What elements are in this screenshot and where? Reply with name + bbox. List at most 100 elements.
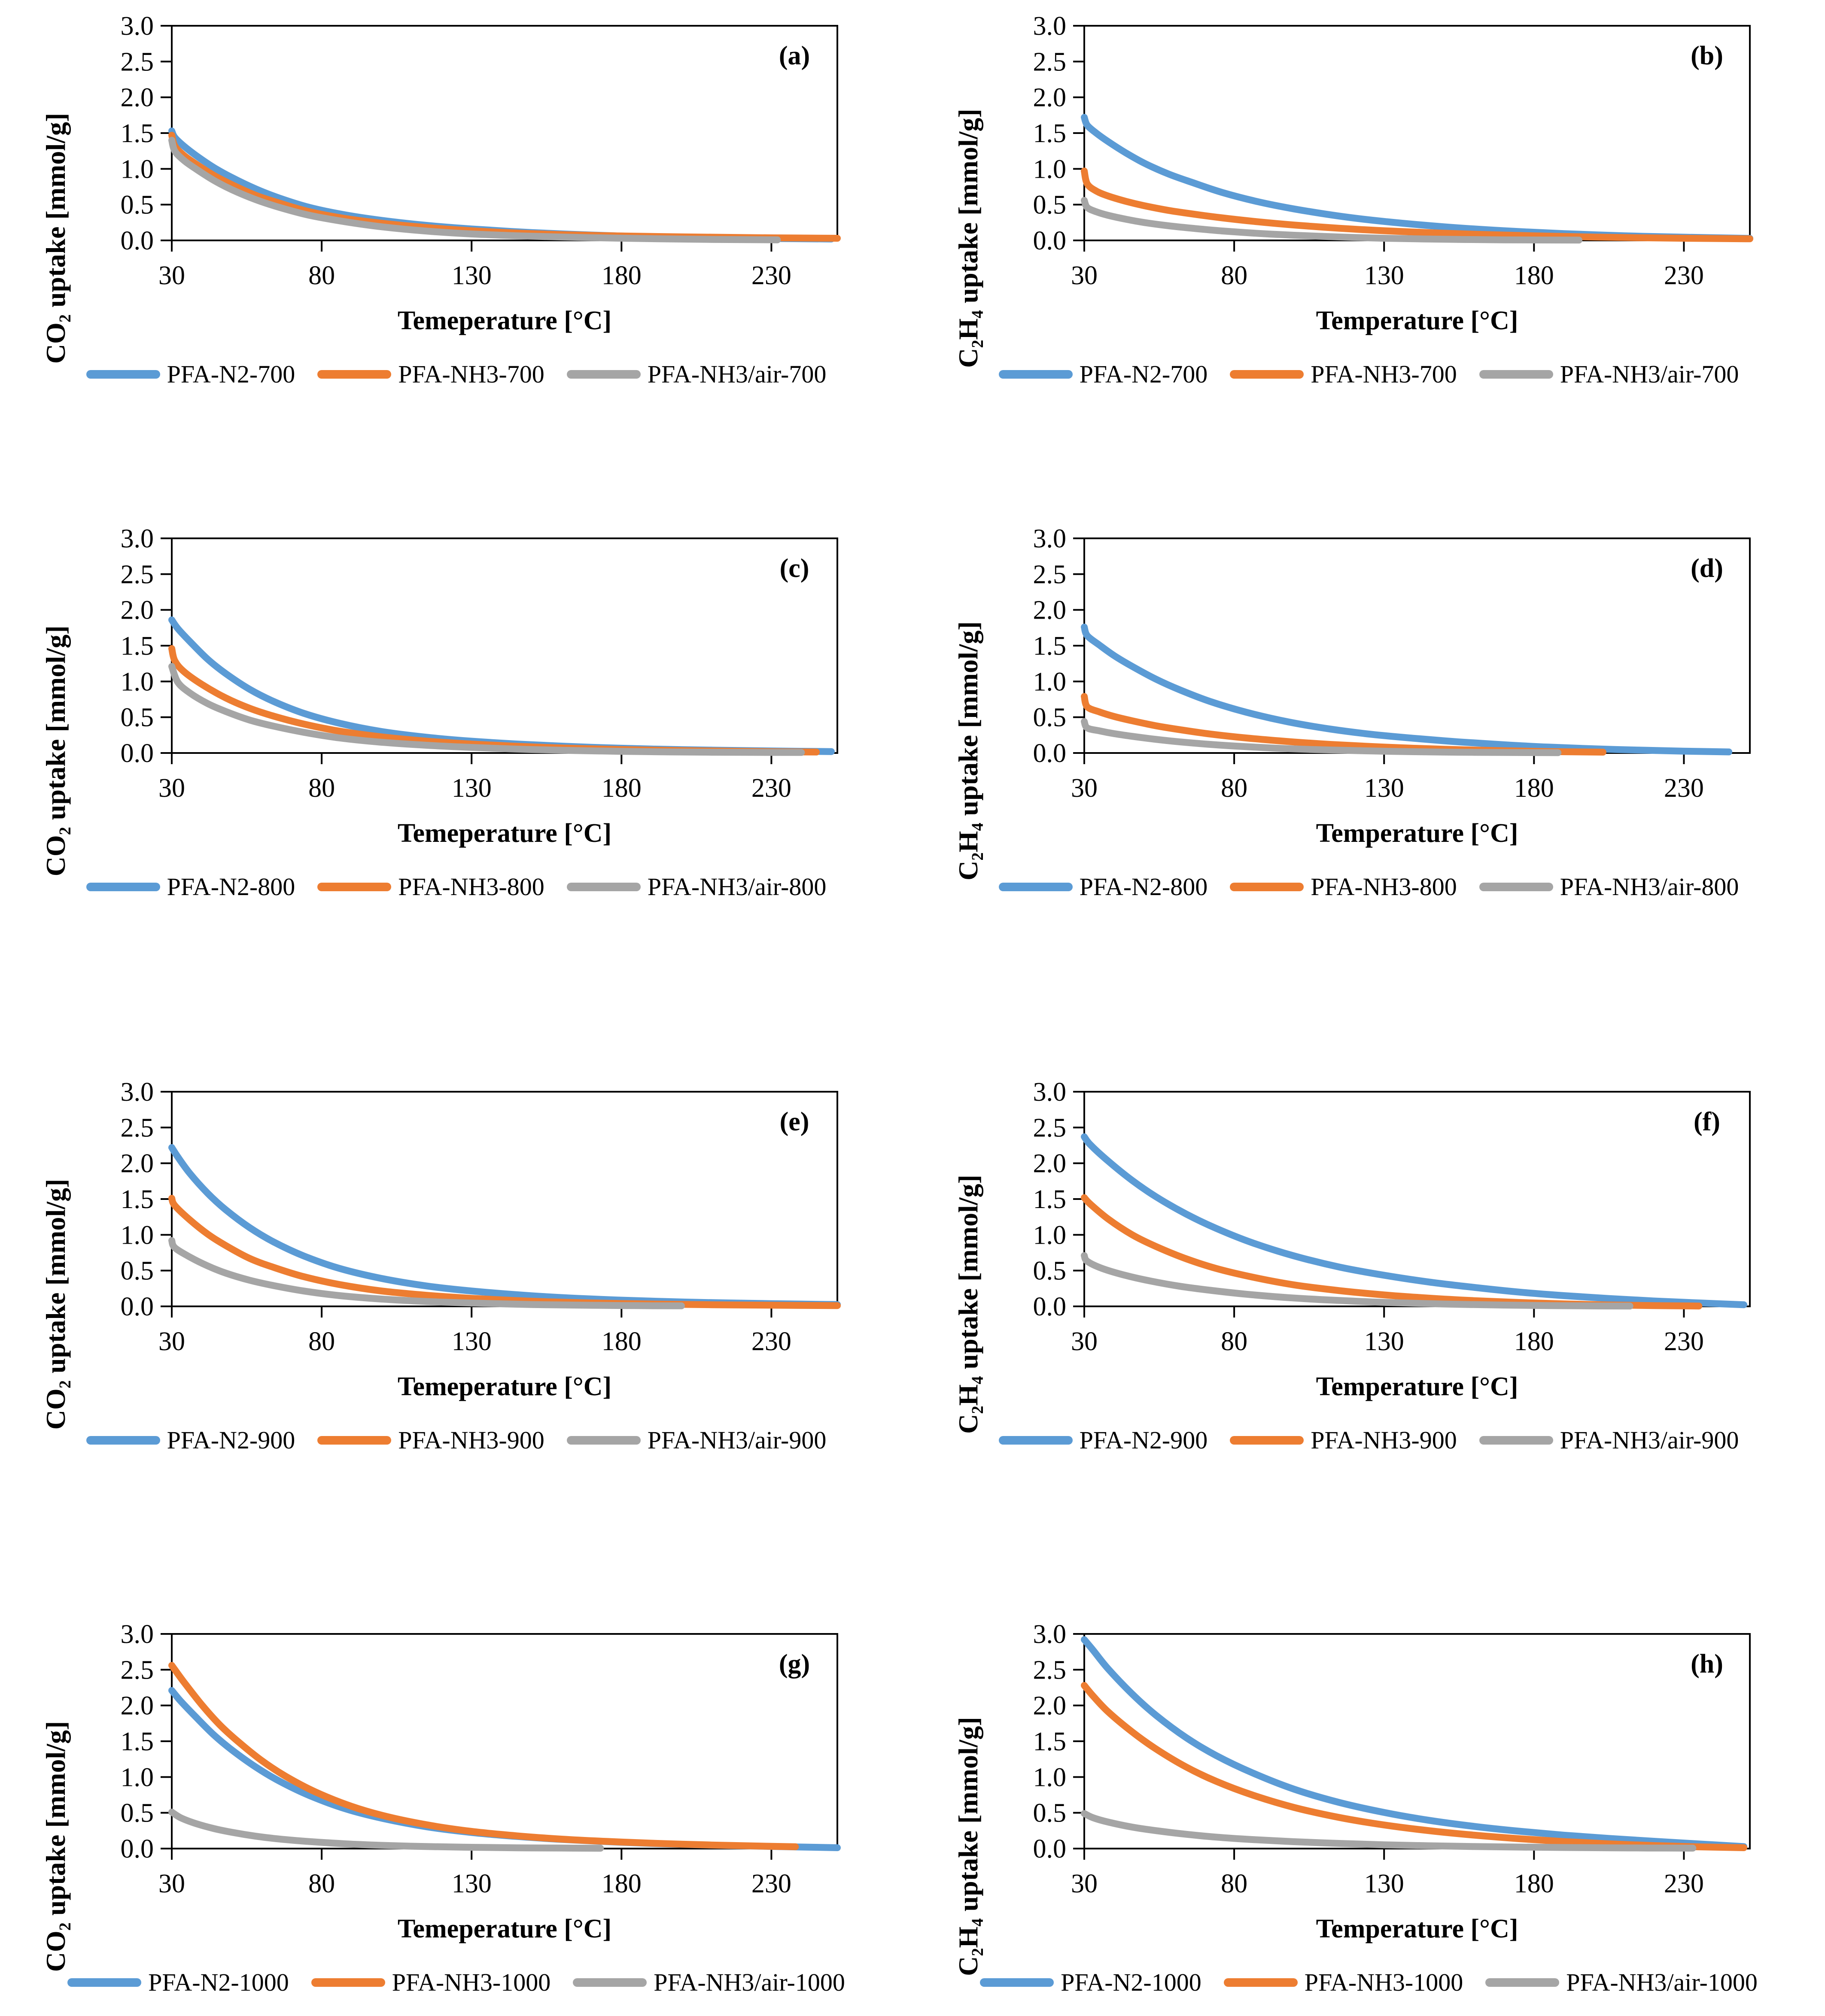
- legend-label: PFA-NH3-900: [1311, 1426, 1457, 1454]
- series-line-PFA-NH3/air-800: [1081, 718, 1562, 756]
- y-tick-label: 0.5: [1033, 703, 1067, 732]
- legend-label: PFA-NH3-800: [1311, 873, 1457, 901]
- legend-line-swatch: [317, 370, 392, 379]
- x-tick-label: 30: [1071, 1327, 1098, 1356]
- legend-line-swatch: [1230, 370, 1304, 379]
- legend-f: PFA-N2-900 PFA-NH3-900 PFA-NH3/air-900: [915, 1426, 1823, 1454]
- x-tick-label: 180: [602, 1869, 642, 1898]
- y-tick-label: 2.5: [121, 1113, 154, 1142]
- x-axis-title: Temperature [°C]: [1316, 1372, 1518, 1401]
- legend-item: PFA-N2-700: [86, 360, 295, 389]
- x-tick-label: 80: [308, 774, 335, 803]
- x-tick-label: 30: [1071, 261, 1098, 290]
- legend-label: PFA-NH3-900: [398, 1426, 544, 1454]
- y-tick-label: 2.0: [121, 1691, 154, 1721]
- y-tick-label: 3.0: [1033, 524, 1067, 553]
- plot-area-f: 3.0 2.5 2.0 1.5 1.0 0.5 0.030 80 130 180 230: [1033, 1078, 1751, 1356]
- plot-area-d: 3.0 2.5 2.0 1.5 1.0 0.5 0.030 80 130 180 230: [1033, 524, 1751, 803]
- x-tick-label: 30: [1071, 774, 1098, 803]
- x-tick-label: 230: [751, 261, 791, 290]
- series-line-PFA-NH3-1000: [1081, 1682, 1747, 1851]
- legend-item: PFA-NH3/air-700: [566, 360, 827, 389]
- legend-line-swatch: [1479, 1436, 1553, 1445]
- x-tick-label: 180: [602, 1327, 642, 1356]
- x-tick-label: 30: [158, 774, 185, 803]
- x-tick-label: 80: [308, 1869, 335, 1898]
- x-tick-label: 180: [1514, 261, 1554, 290]
- legend-item: PFA-NH3/air-800: [566, 872, 827, 901]
- chart-panel-e: CO₂ uptake [mmol/g] 3.0 2.5 2.0 1.5 1.0 0.5 0.…: [0, 1008, 912, 1512]
- legend-g: PFA-N2-1000 PFA-NH3-1000 PFA-NH3/air-100…: [2, 1968, 910, 1997]
- y-tick-label: 3.0: [121, 1078, 154, 1107]
- x-axis-title: Temeperature [°C]: [397, 819, 612, 848]
- legend-line-swatch: [1223, 1978, 1298, 1987]
- legend-item: PFA-N2-1000: [980, 1968, 1201, 1997]
- x-tick-label: 130: [452, 1869, 492, 1898]
- y-tick-label: 1.0: [1033, 155, 1067, 184]
- y-tick-label: 2.5: [121, 560, 154, 589]
- series-line-PFA-NH3-1000: [168, 1662, 799, 1850]
- x-axis-title: Temperature [°C]: [1316, 1914, 1518, 1943]
- legend-label: PFA-NH3/air-800: [647, 873, 827, 901]
- x-tick-label: 130: [1364, 1327, 1404, 1356]
- plot-area-a: 3.0 2.5 2.0 1.5 1.0 0.5 0.030 80 130 180 230: [121, 12, 841, 290]
- y-tick-label: 2.5: [1033, 560, 1067, 589]
- series-line-PFA-N2-900: [168, 1144, 841, 1308]
- legend-line-swatch: [566, 1436, 641, 1445]
- y-tick-label: 2.0: [121, 596, 154, 625]
- x-tick-label: 30: [158, 1327, 185, 1356]
- plot-border: [171, 537, 838, 754]
- x-tick-label: 130: [452, 774, 492, 803]
- series-line-PFA-N2-700: [1081, 114, 1753, 242]
- series-line-PFA-N2-700: [168, 128, 835, 243]
- panel-letter-e: (e): [779, 1107, 809, 1136]
- legend-label: PFA-NH3-1000: [392, 1968, 551, 1996]
- y-tick-label: 1.0: [121, 155, 154, 184]
- x-tick-label: 180: [1514, 774, 1554, 803]
- x-tick-label: 80: [1221, 1327, 1247, 1356]
- legend-e: PFA-N2-900 PFA-NH3-900 PFA-NH3/air-900: [2, 1426, 910, 1454]
- x-tick-label: 180: [1514, 1869, 1554, 1898]
- legend-line-swatch: [566, 882, 641, 891]
- series-line-PFA-NH3/air-1000: [168, 1809, 604, 1852]
- legend-item: PFA-NH3/air-1000: [1485, 1968, 1758, 1997]
- chart-panel-a: CO₂ uptake [mmol/g] 3.0 2.5 2.0 1.5 1.0 0.5 0.…: [0, 0, 912, 504]
- y-tick-label: 0.5: [121, 703, 154, 732]
- x-axis-title: Temeperature [°C]: [397, 1372, 612, 1401]
- series-line-PFA-N2-800: [168, 616, 835, 755]
- series-line-PFA-NH3-700: [168, 132, 841, 242]
- legend-item: PFA-NH3-1000: [1223, 1968, 1463, 1997]
- legend-line-swatch: [1479, 882, 1553, 891]
- y-tick-label: 0.5: [1033, 1257, 1067, 1286]
- y-tick-label: 0.0: [1033, 739, 1067, 768]
- plot-border: [1083, 25, 1751, 241]
- x-tick-label: 230: [751, 1869, 791, 1898]
- y-tick-label: 2.0: [1033, 596, 1067, 625]
- legend-label: PFA-N2-700: [1079, 360, 1208, 388]
- x-tick-label: 80: [308, 261, 335, 290]
- y-tick-label: 2.5: [1033, 47, 1067, 76]
- chart-panel-d: C₂H₄ uptake [mmol/g] 3.0 2.5 2.0 1.5 1.0 0.5 0…: [912, 504, 1825, 1008]
- legend-line-swatch: [998, 370, 1073, 379]
- legend-label: PFA-NH3/air-700: [647, 360, 827, 388]
- y-tick-label: 2.5: [121, 1655, 154, 1685]
- legend-item: PFA-NH3/air-1000: [573, 1968, 845, 1997]
- chart-panel-b: C₂H₄ uptake [mmol/g] 3.0 2.5 2.0 1.5 1.0 0.5 0…: [912, 0, 1825, 504]
- y-tick-label: 0.5: [1033, 1799, 1067, 1828]
- x-tick-label: 130: [1364, 1869, 1404, 1898]
- legend-item: PFA-NH3-1000: [311, 1968, 551, 1997]
- chart-panel-f: C₂H₄ uptake [mmol/g] 3.0 2.5 2.0 1.5 1.0 0.5 0…: [912, 1008, 1825, 1512]
- y-tick-label: 0.0: [121, 1834, 154, 1864]
- legend-line-swatch: [1485, 1978, 1560, 1987]
- y-tick-label: 0.0: [1033, 1292, 1067, 1321]
- legend-item: PFA-NH3/air-800: [1479, 872, 1739, 901]
- legend-line-swatch: [317, 882, 392, 891]
- legend-item: PFA-NH3/air-900: [566, 1426, 826, 1454]
- series-line-PFA-NH3/air-700: [1081, 197, 1582, 244]
- series-line-PFA-NH3/air-1000: [1081, 1810, 1697, 1852]
- y-tick-label: 1.5: [1033, 1727, 1067, 1756]
- x-tick-label: 180: [1514, 1327, 1554, 1356]
- y-tick-label: 2.5: [121, 47, 154, 76]
- panel-letter-b: (b): [1691, 41, 1723, 70]
